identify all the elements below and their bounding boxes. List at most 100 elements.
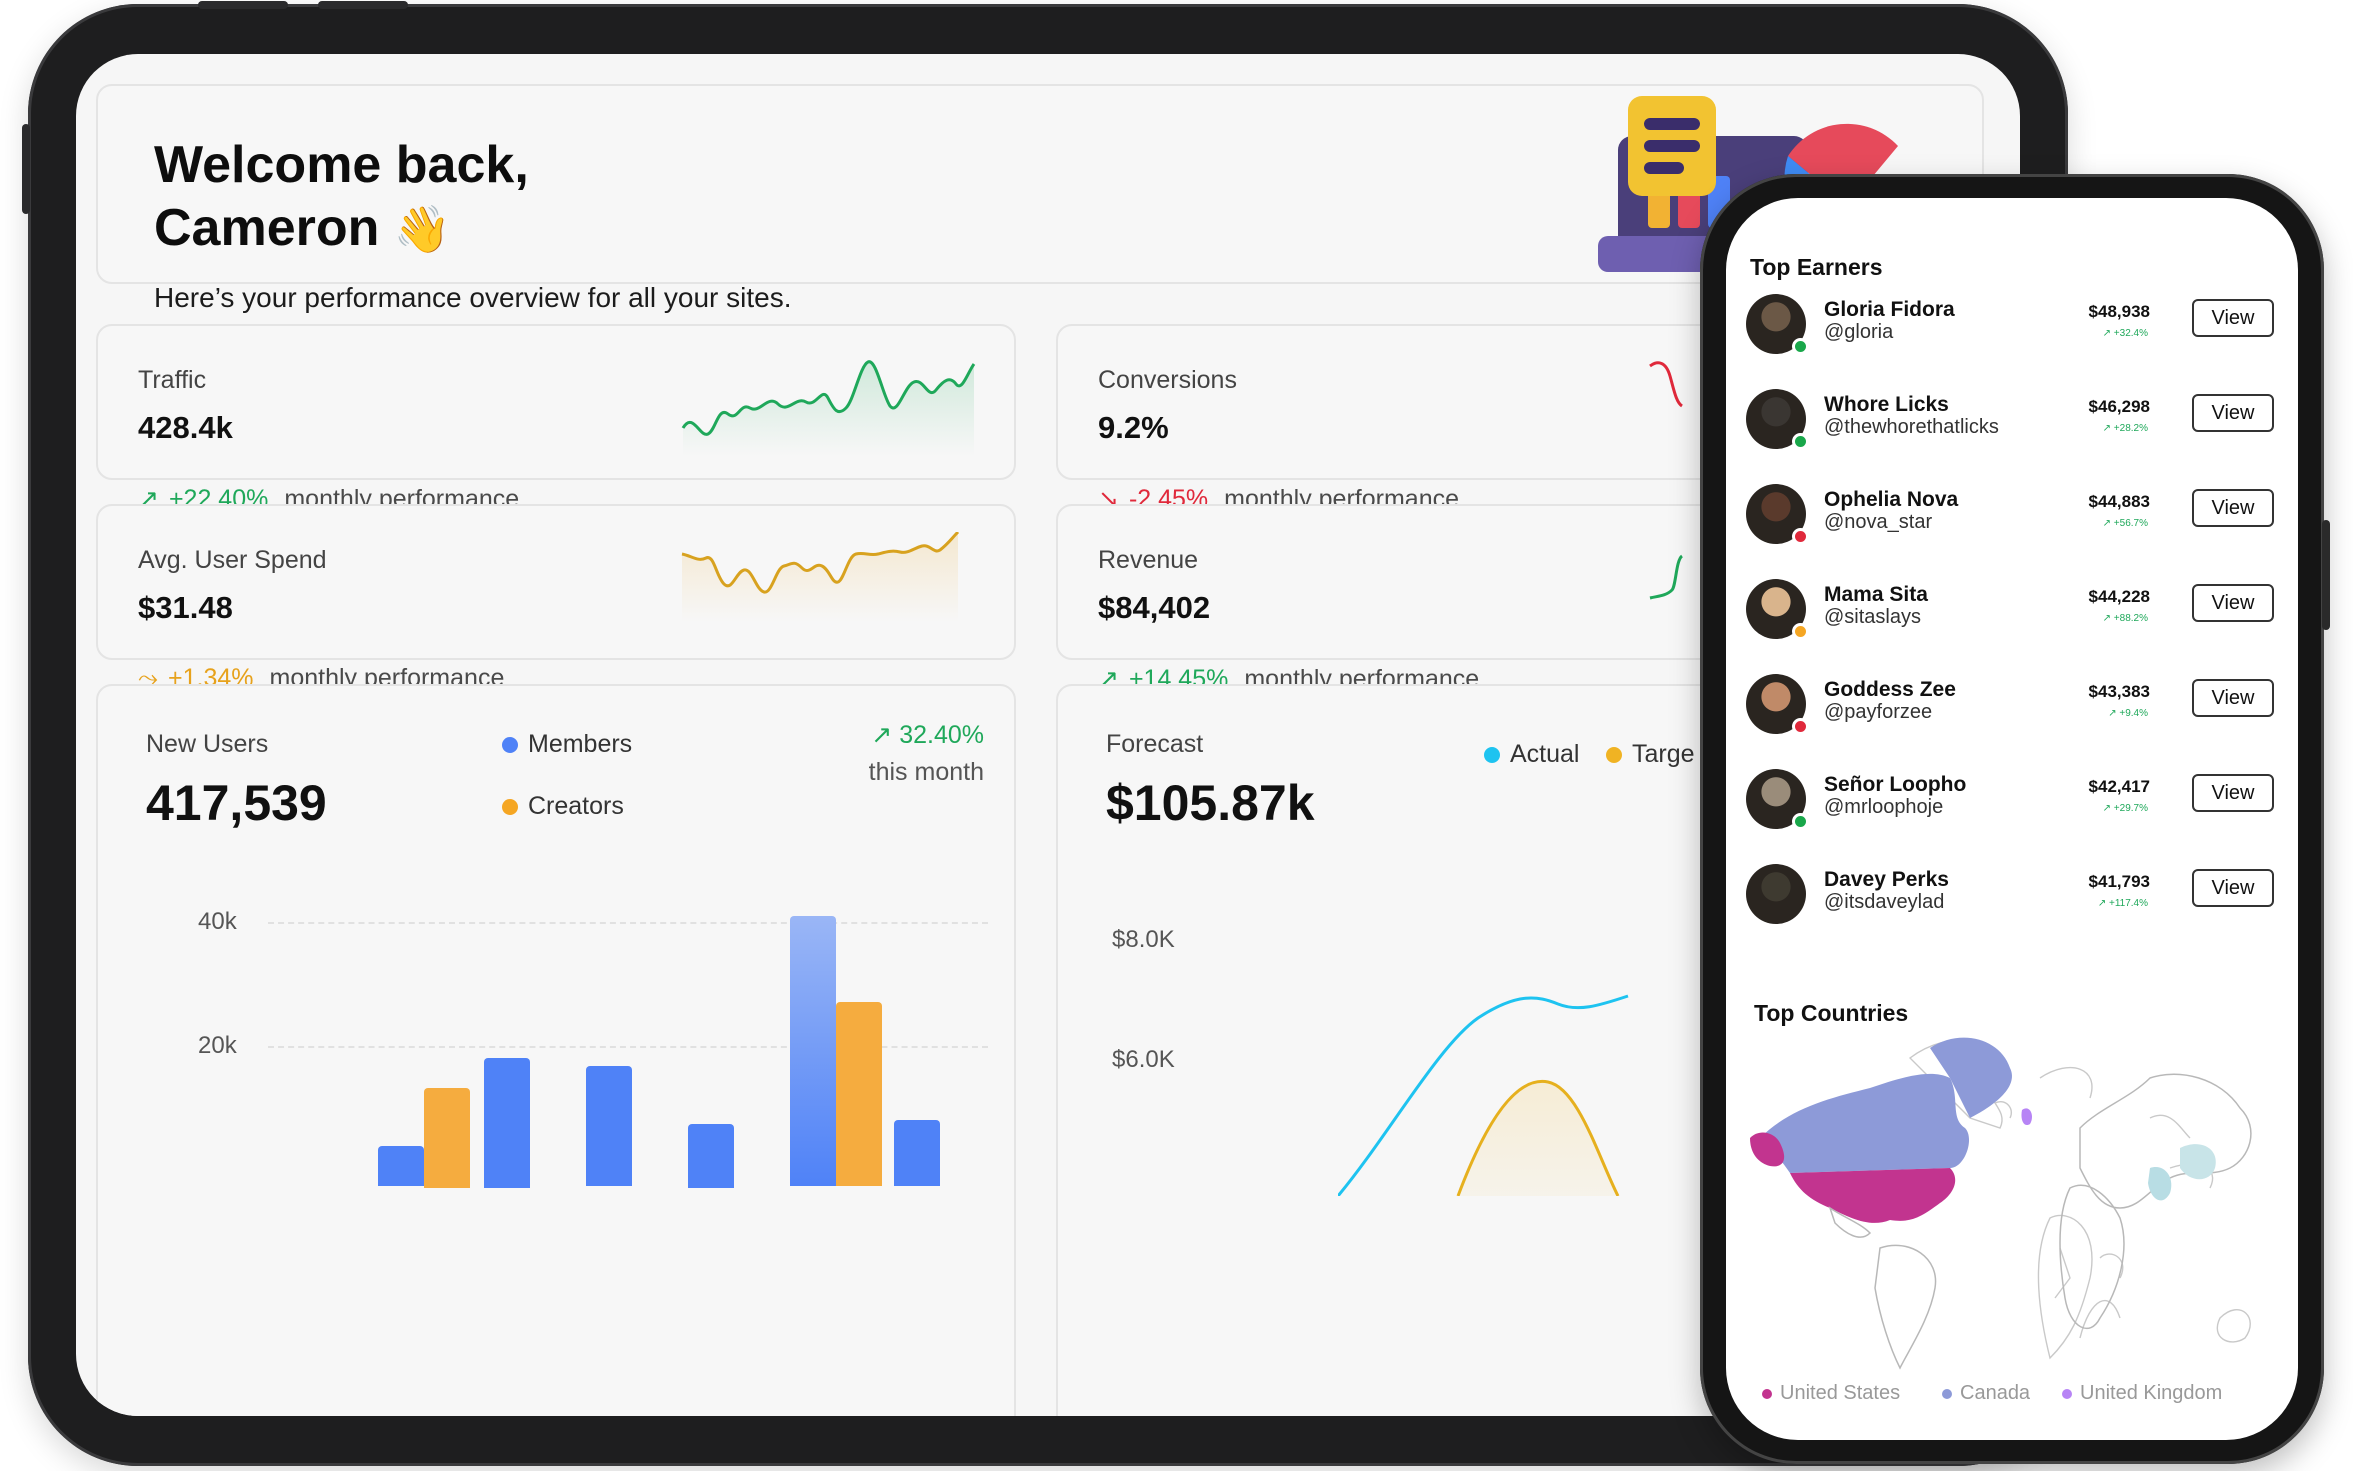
view-button[interactable]: View (2192, 394, 2274, 432)
legend-target[interactable]: Targe (1606, 740, 1695, 769)
status-dot (1792, 718, 1809, 735)
status-dot (1792, 338, 1809, 355)
earner-handle: @mrloophoje (1824, 796, 1944, 818)
metric-value: $31.48 (138, 590, 233, 625)
earner-change: ↗ +32.4% (2102, 328, 2148, 339)
y-tick-20k: 20k (198, 1032, 237, 1059)
trend-up-icon: ↗ (2097, 898, 2109, 909)
world-map[interactable] (1750, 1018, 2270, 1378)
legend-creators[interactable]: Creators (502, 792, 624, 821)
metric-label: Avg. User Spend (138, 546, 327, 574)
welcome-line1: Welcome back, (154, 136, 529, 194)
trend-up-icon: ↗ (2102, 328, 2114, 339)
bar-creators[interactable] (836, 1002, 882, 1186)
waving-hand-icon: 👋 (393, 203, 452, 255)
user-name: Cameron (154, 199, 380, 257)
bar-members[interactable] (484, 1058, 530, 1188)
y-tick-8k: $8.0K (1112, 926, 1175, 953)
tablet-side-button (22, 124, 30, 214)
earner-change: ↗ +28.2% (2102, 423, 2148, 434)
earner-name: Goddess Zee (1824, 678, 1956, 701)
earner-amount: $43,383 (2088, 682, 2150, 701)
earner-change: ↗ +9.4% (2108, 708, 2148, 719)
earner-row: Gloria Fidora @gloria $48,938 ↗ +32.4% View (1746, 294, 2278, 368)
metric-card-traffic[interactable]: Traffic 428.4k ↗ +22.40% monthly perform… (96, 324, 1016, 513)
legend-label: Actual (1510, 740, 1580, 768)
view-button[interactable]: View (2192, 489, 2274, 527)
earner-change: ↗ +88.2% (2102, 613, 2148, 624)
earner-handle: @gloria (1824, 321, 1894, 343)
earner-handle: @payforzee (1824, 701, 1933, 723)
metric-card-avg-user-spend[interactable]: Avg. User Spend $31.48 ⤳ +1.34% monthly … (96, 504, 1016, 692)
welcome-card: Welcome back, Cameron 👋 Here’s your perf… (96, 84, 1984, 313)
legend-united-states[interactable]: United States (1762, 1382, 1900, 1405)
forecast-label: Forecast (1106, 730, 1204, 758)
trend-up-icon: ↗ (2102, 518, 2114, 529)
traffic-sparkline (681, 360, 976, 456)
gridline (268, 922, 988, 924)
legend-label: Targe (1632, 740, 1695, 768)
bar-members[interactable] (378, 1146, 424, 1186)
canada-dot (1942, 1388, 1952, 1399)
legend-canada[interactable]: Canada (1942, 1382, 2030, 1405)
earner-change: ↗ +29.7% (2102, 803, 2148, 814)
bar-members[interactable] (688, 1124, 734, 1188)
status-dot (1792, 623, 1809, 640)
view-button[interactable]: View (2192, 299, 2274, 337)
status-dot (1792, 528, 1809, 545)
view-button[interactable]: View (2192, 679, 2274, 717)
trend-up-icon: ↗ (2102, 803, 2114, 814)
earner-handle: @thewhorethatlicks (1824, 416, 1999, 438)
view-button[interactable]: View (2192, 584, 2274, 622)
metric-value: $84,402 (1098, 590, 1211, 625)
earner-name: Señor Loopho (1824, 773, 1967, 796)
phone-screen: Top Earners Gloria Fidora @gloria $48,938 ↗… (1726, 198, 2298, 1440)
trend-up-icon: ↗ (2102, 423, 2114, 434)
earner-name: Whore Licks (1824, 393, 1949, 416)
status-dot (1792, 433, 1809, 450)
earner-name: Mama Sita (1824, 583, 1928, 606)
legend-label: Creators (528, 792, 624, 820)
legend-united-kingdom[interactable]: United Kingdom (2062, 1382, 2222, 1405)
gridline (268, 1046, 988, 1048)
top-countries-title: Top Countries (1754, 1000, 1909, 1026)
view-button[interactable]: View (2192, 774, 2274, 812)
actual-dot (1484, 746, 1500, 763)
bar-members[interactable] (894, 1120, 940, 1186)
status-dot (1792, 813, 1809, 830)
actual-line (1338, 994, 1629, 1196)
members-dot (502, 736, 518, 753)
earner-row: Ophelia Nova @nova_star $44,883 ↗ +56.7% Vie… (1746, 484, 2278, 558)
earner-name: Ophelia Nova (1824, 488, 1959, 511)
metric-label: Traffic (138, 366, 207, 394)
country-label: Canada (1960, 1382, 2031, 1404)
conversions-sparkline (1649, 361, 1683, 408)
view-button[interactable]: View (2192, 869, 2274, 907)
tablet-volume-button (318, 1, 408, 9)
avatar (1746, 864, 1806, 924)
earner-row: Davey Perks @itsdaveylad $41,793 ↗ +117.4% V… (1746, 864, 2278, 938)
earner-handle: @sitaslays (1824, 606, 1921, 628)
country-label: United Kingdom (2080, 1382, 2223, 1404)
earner-row: Whore Licks @thewhorethatlicks $46,298 ↗ +2… (1746, 389, 2278, 463)
forecast-value: $105.87k (1106, 775, 1315, 831)
legend-members[interactable]: Members (502, 730, 632, 759)
bar-members[interactable] (790, 916, 836, 1186)
earner-handle: @itsdaveylad (1824, 891, 1945, 913)
target-line (1456, 1079, 1620, 1196)
earner-name: Davey Perks (1824, 868, 1949, 891)
earner-handle: @nova_star (1824, 511, 1933, 533)
forecast-chart (1338, 994, 1629, 1196)
earner-row: Señor Loopho @mrloophoje $42,417 ↗ +29.7% Vi… (1746, 769, 2278, 843)
new-users-label: New Users (146, 730, 269, 758)
country-label: United States (1780, 1382, 1901, 1404)
bar-members[interactable] (586, 1066, 632, 1186)
legend-actual[interactable]: Actual (1484, 740, 1579, 769)
welcome-subtitle: Here’s your performance overview for all… (154, 282, 792, 313)
earner-amount: $44,228 (2088, 587, 2150, 606)
y-tick-6k: $6.0K (1112, 1046, 1175, 1073)
target-dot (1606, 746, 1622, 763)
new-users-card: New Users 417,539 Members Creators ↗ 32.… (96, 684, 1016, 1416)
earner-amount: $48,938 (2088, 302, 2150, 321)
bar-creators[interactable] (424, 1088, 470, 1188)
